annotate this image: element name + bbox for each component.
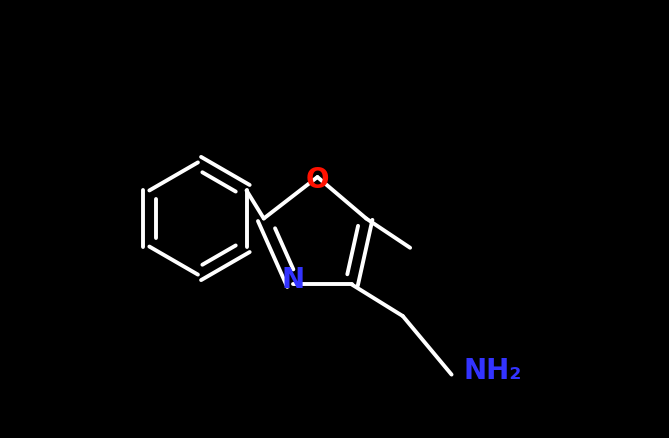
Text: NH₂: NH₂ [464, 356, 522, 384]
Text: N: N [282, 266, 304, 294]
Text: O: O [306, 166, 329, 194]
